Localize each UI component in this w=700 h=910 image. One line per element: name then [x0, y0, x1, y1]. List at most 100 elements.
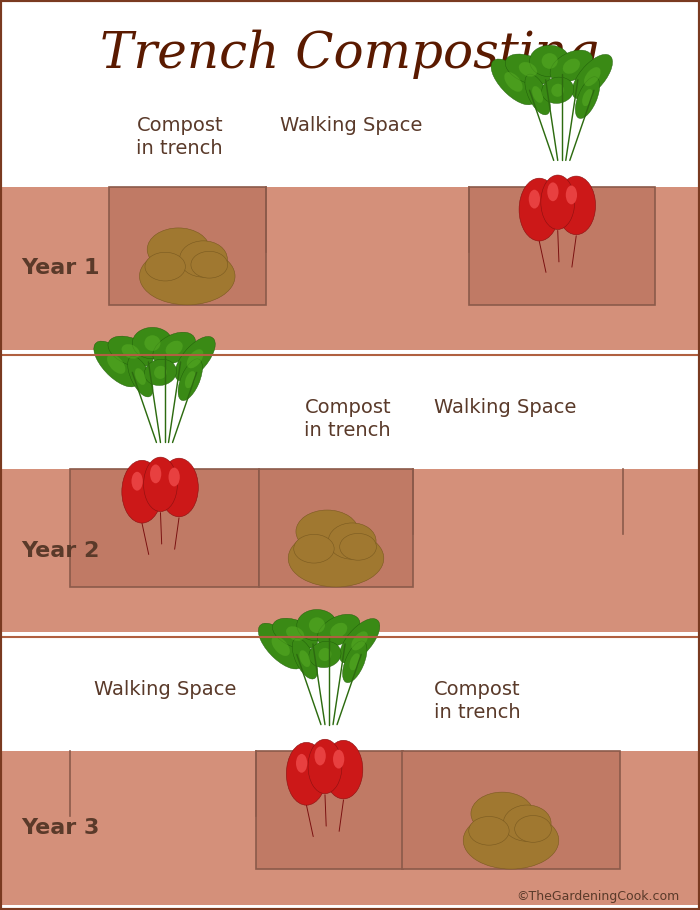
Bar	[0, 387, 700, 469]
Bar	[0, 469, 700, 632]
Ellipse shape	[258, 623, 303, 669]
Ellipse shape	[169, 468, 180, 487]
Ellipse shape	[296, 510, 358, 553]
Ellipse shape	[582, 89, 593, 106]
Text: Year 2: Year 2	[21, 541, 99, 561]
Ellipse shape	[144, 457, 177, 511]
Text: Year 1: Year 1	[21, 258, 99, 278]
Ellipse shape	[519, 178, 559, 241]
Ellipse shape	[297, 610, 337, 641]
Ellipse shape	[127, 356, 153, 397]
Ellipse shape	[317, 614, 360, 646]
Ellipse shape	[132, 328, 173, 359]
Ellipse shape	[514, 815, 552, 843]
Ellipse shape	[575, 76, 600, 118]
Ellipse shape	[107, 354, 125, 374]
Ellipse shape	[175, 337, 216, 381]
Ellipse shape	[529, 46, 570, 76]
Ellipse shape	[179, 241, 228, 278]
Bar	[469, 187, 654, 305]
Ellipse shape	[122, 344, 140, 359]
Ellipse shape	[340, 533, 377, 561]
Ellipse shape	[542, 53, 558, 69]
Ellipse shape	[191, 251, 228, 278]
Ellipse shape	[552, 84, 564, 96]
Bar	[256, 751, 402, 869]
Ellipse shape	[108, 336, 153, 367]
Ellipse shape	[144, 335, 160, 351]
Ellipse shape	[286, 626, 304, 641]
Ellipse shape	[330, 622, 347, 638]
Ellipse shape	[314, 746, 326, 765]
Ellipse shape	[584, 67, 601, 86]
Ellipse shape	[147, 228, 210, 271]
Bar	[0, 669, 700, 751]
Ellipse shape	[550, 50, 593, 82]
Text: Trench Composting: Trench Composting	[100, 29, 600, 79]
Ellipse shape	[272, 618, 318, 649]
Ellipse shape	[294, 534, 334, 563]
Bar	[70, 469, 259, 587]
Ellipse shape	[187, 349, 204, 369]
Bar	[108, 187, 266, 305]
Ellipse shape	[566, 186, 577, 205]
Bar	[402, 751, 620, 869]
Ellipse shape	[154, 366, 167, 379]
Ellipse shape	[504, 72, 523, 92]
Text: Compost
in trench: Compost in trench	[434, 680, 521, 723]
Ellipse shape	[463, 812, 559, 869]
Ellipse shape	[519, 62, 537, 76]
Ellipse shape	[286, 743, 327, 805]
Ellipse shape	[309, 617, 325, 633]
Text: Year 3: Year 3	[21, 818, 99, 838]
Ellipse shape	[351, 632, 368, 651]
Ellipse shape	[503, 805, 551, 842]
Ellipse shape	[532, 86, 543, 103]
Ellipse shape	[139, 248, 235, 305]
Ellipse shape	[528, 189, 540, 208]
Ellipse shape	[328, 523, 376, 560]
Bar	[0, 105, 700, 187]
Ellipse shape	[525, 74, 550, 115]
Ellipse shape	[132, 471, 143, 490]
Ellipse shape	[292, 638, 318, 679]
Ellipse shape	[272, 636, 290, 656]
Ellipse shape	[318, 648, 331, 661]
Text: Walking Space: Walking Space	[434, 398, 576, 417]
Ellipse shape	[296, 753, 307, 773]
Ellipse shape	[333, 750, 344, 769]
Ellipse shape	[178, 359, 202, 400]
Ellipse shape	[185, 371, 195, 389]
Ellipse shape	[160, 459, 198, 517]
Ellipse shape	[471, 792, 533, 835]
Ellipse shape	[505, 54, 551, 85]
Ellipse shape	[153, 332, 195, 364]
Ellipse shape	[144, 359, 176, 386]
Ellipse shape	[288, 530, 384, 587]
Bar	[0, 187, 700, 350]
Ellipse shape	[557, 177, 596, 235]
Ellipse shape	[94, 341, 139, 387]
Text: Walking Space: Walking Space	[280, 116, 422, 135]
Ellipse shape	[469, 816, 509, 845]
Ellipse shape	[547, 182, 559, 201]
Text: Compost
in trench: Compost in trench	[136, 116, 223, 158]
Bar	[259, 469, 413, 587]
Ellipse shape	[150, 464, 161, 483]
Ellipse shape	[308, 739, 342, 794]
Text: ©TheGardeningCook.com: ©TheGardeningCook.com	[516, 890, 679, 903]
Text: Compost
in trench: Compost in trench	[304, 398, 391, 440]
Ellipse shape	[300, 651, 310, 667]
Ellipse shape	[542, 77, 574, 104]
Bar	[0, 751, 700, 905]
Ellipse shape	[145, 252, 186, 281]
Ellipse shape	[324, 741, 363, 799]
Ellipse shape	[349, 653, 360, 671]
Text: Walking Space: Walking Space	[94, 680, 237, 699]
Ellipse shape	[342, 641, 367, 682]
Ellipse shape	[572, 55, 612, 99]
Ellipse shape	[541, 175, 575, 229]
Ellipse shape	[491, 59, 536, 105]
Ellipse shape	[166, 340, 183, 356]
Ellipse shape	[309, 642, 341, 668]
